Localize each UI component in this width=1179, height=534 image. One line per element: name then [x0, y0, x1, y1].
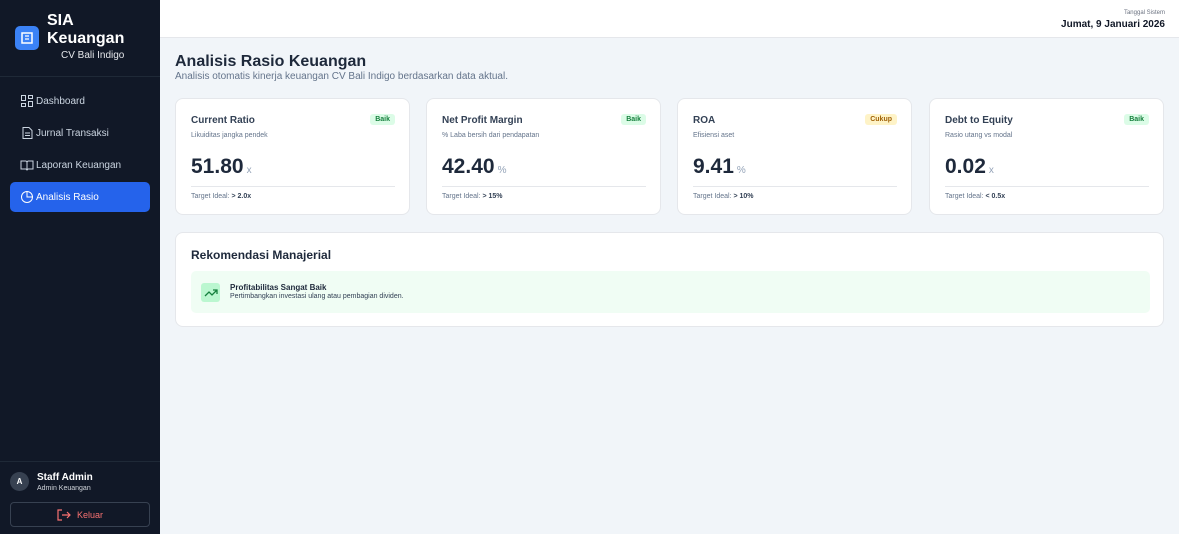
recommendation-title: Rekomendasi Manajerial: [191, 248, 332, 262]
status-badge: Cukup: [865, 114, 897, 125]
target-value: < 0.5x: [985, 193, 1006, 200]
nav-label: Laporan Keuangan: [36, 159, 122, 171]
target-value: > 15%: [482, 193, 503, 200]
target-label: Target Ideal:: [191, 193, 230, 200]
metric-value: 51.80: [191, 155, 244, 178]
nav-item-active[interactable]: Analisis Rasio: [10, 182, 150, 212]
metric-target-row: Target Ideal: > 15%: [442, 193, 503, 200]
recommendation-item: Profitabilitas Sangat Baik Pertimbangkan…: [191, 271, 1150, 313]
user-name: Staff Admin: [37, 472, 93, 483]
divider: [442, 186, 646, 187]
page-title: Analisis Rasio Keuangan: [175, 53, 367, 70]
nav-item[interactable]: Jurnal Transaksi: [10, 118, 150, 148]
nav-label: Analisis Rasio: [36, 191, 99, 203]
divider: [0, 461, 160, 462]
logout-icon: [57, 508, 71, 521]
metric-title: ROA: [693, 115, 716, 126]
system-date: Jumat, 9 Januari 2026: [1061, 19, 1165, 30]
nav-icon: [21, 95, 33, 107]
metric-target-row: Target Ideal: < 0.5x: [945, 193, 1005, 200]
metric-title: Net Profit Margin: [442, 115, 523, 126]
brand-icon: [15, 26, 39, 50]
trend-icon: [201, 283, 220, 302]
metric-value-row: 42.40%: [442, 155, 506, 179]
metric-card: Net Profit Margin Baik % Laba bersih dar…: [426, 98, 661, 215]
logout-label: Keluar: [76, 509, 103, 520]
brand-glyph: [21, 32, 33, 44]
metric-value-row: 0.02 x: [945, 155, 994, 179]
status-badge: Baik: [1124, 114, 1149, 125]
target-value: > 10%: [733, 193, 754, 200]
metric-description: Likuiditas jangka pendek: [191, 132, 268, 139]
user-role: Admin Keuangan: [37, 485, 91, 492]
metric-title: Debt to Equity: [945, 115, 1013, 126]
target-label: Target Ideal:: [945, 193, 984, 200]
divider: [191, 186, 395, 187]
nav-icon: [21, 191, 33, 203]
recommendation-item-title: Profitabilitas Sangat Baik: [230, 283, 327, 292]
divider: [945, 186, 1149, 187]
avatar: A: [10, 472, 29, 491]
nav-item[interactable]: Dashboard: [10, 86, 150, 116]
target-label: Target Ideal:: [442, 193, 481, 200]
metric-value: 9.41: [693, 155, 734, 178]
metric-value-row: 51.80 x: [191, 155, 252, 179]
brand-subtitle: CV Bali Indigo: [61, 50, 125, 61]
metric-description: % Laba bersih dari pendapatan: [442, 132, 540, 139]
metric-title: Current Ratio: [191, 115, 255, 126]
nav-label: Jurnal Transaksi: [36, 127, 109, 139]
status-badge: Baik: [621, 114, 646, 125]
metric-value-row: 9.41%: [693, 155, 746, 179]
logout-button[interactable]: Keluar: [10, 502, 150, 527]
nav-label: Dashboard: [36, 95, 85, 107]
brand-title: SIA Keuangan: [47, 12, 125, 47]
target-value: > 2.0x: [231, 193, 252, 200]
metric-target-row: Target Ideal: > 2.0x: [191, 193, 251, 200]
metric-value: 42.40: [442, 155, 495, 178]
status-badge: Baik: [370, 114, 395, 125]
nav-item[interactable]: Laporan Keuangan: [10, 150, 150, 180]
metric-unit: %: [497, 165, 507, 176]
topbar: Tanggal Sistem Jumat, 9 Januari 2026: [160, 0, 1179, 38]
sidebar: SIA Keuangan CV Bali Indigo Dashboard Ju…: [0, 0, 160, 534]
target-label: Target Ideal:: [693, 193, 732, 200]
metric-unit: x: [988, 165, 994, 176]
metric-description: Rasio utang vs modal: [945, 132, 1013, 139]
nav-icon: [22, 127, 33, 139]
metric-unit: x: [246, 165, 252, 176]
divider: [693, 186, 897, 187]
date-label: Tanggal Sistem: [1123, 10, 1165, 16]
trend-glyph: [204, 289, 218, 297]
divider: [0, 76, 160, 77]
metric-card: ROA Cukup Efisiensi aset 9.41% Target Id…: [677, 98, 912, 215]
metric-unit: %: [736, 165, 746, 176]
metric-value: 0.02: [945, 155, 986, 178]
recommendation-card: Rekomendasi Manajerial Profitabilitas Sa…: [175, 232, 1164, 327]
metric-card: Debt to Equity Baik Rasio utang vs modal…: [929, 98, 1164, 215]
recommendation-item-text: Pertimbangkan investasi ulang atau pemba…: [230, 293, 404, 300]
nav-icon: [20, 160, 34, 171]
metric-card: Current Ratio Baik Likuiditas jangka pen…: [175, 98, 410, 215]
metric-target-row: Target Ideal: > 10%: [693, 193, 754, 200]
page-subtitle: Analisis otomatis kinerja keuangan CV Ba…: [175, 71, 508, 82]
metric-description: Efisiensi aset: [693, 132, 735, 139]
